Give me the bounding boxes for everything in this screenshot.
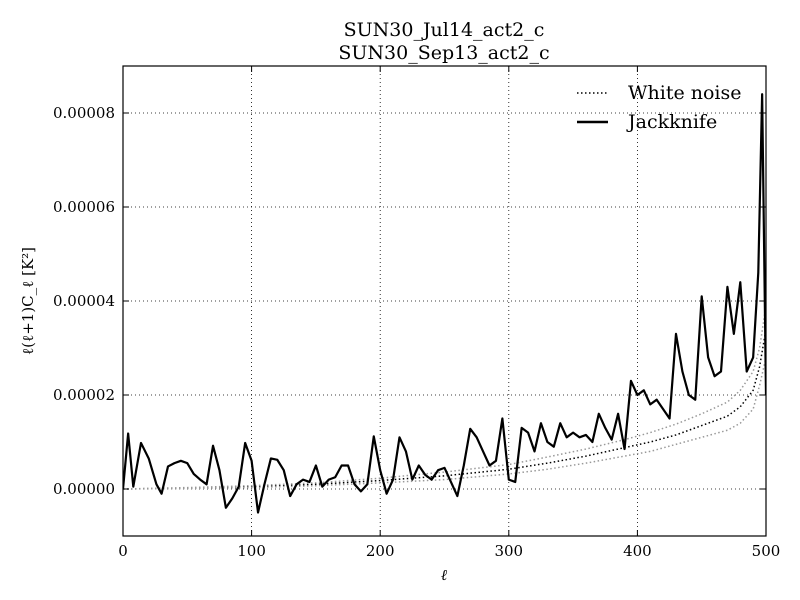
y-tick-label: 0.00004 <box>53 292 115 310</box>
y-tick-label: 0.00000 <box>53 480 115 498</box>
x-tick-label: 400 <box>623 542 652 560</box>
series-clip-group <box>123 93 766 514</box>
y-tick-label: 0.00006 <box>53 198 115 216</box>
y-axis-label: ℓ(ℓ+1)C_ℓ [K²] <box>19 247 37 355</box>
series-layer <box>123 93 766 514</box>
x-axis-label: ℓ <box>441 566 447 584</box>
series-white-noise-band-line <box>123 305 766 490</box>
grid <box>123 66 766 536</box>
chart-title-line-1: SUN30_Jul14_act2_c <box>344 19 545 41</box>
legend-label-white-noise: White noise <box>628 82 742 104</box>
x-tick-label: 100 <box>237 542 266 560</box>
legend: White noise Jackknife <box>577 82 742 133</box>
x-tick-label: 0 <box>118 542 128 560</box>
legend-label-jackknife: Jackknife <box>626 111 717 133</box>
chart-title-line-2: SUN30_Sep13_act2_c <box>338 42 549 64</box>
x-tick-label: 300 <box>494 542 523 560</box>
x-tick-label: 500 <box>752 542 781 560</box>
series-white-noise-line <box>123 329 766 490</box>
series-jackknife-line <box>123 93 766 514</box>
x-tick-label: 200 <box>366 542 395 560</box>
y-tick-label: 0.00008 <box>53 104 115 122</box>
y-tick-label: 0.00002 <box>53 386 115 404</box>
ticks: 0 100 200 300 400 500 0.00000 0.00002 0.00004 0.0… <box>53 66 780 560</box>
